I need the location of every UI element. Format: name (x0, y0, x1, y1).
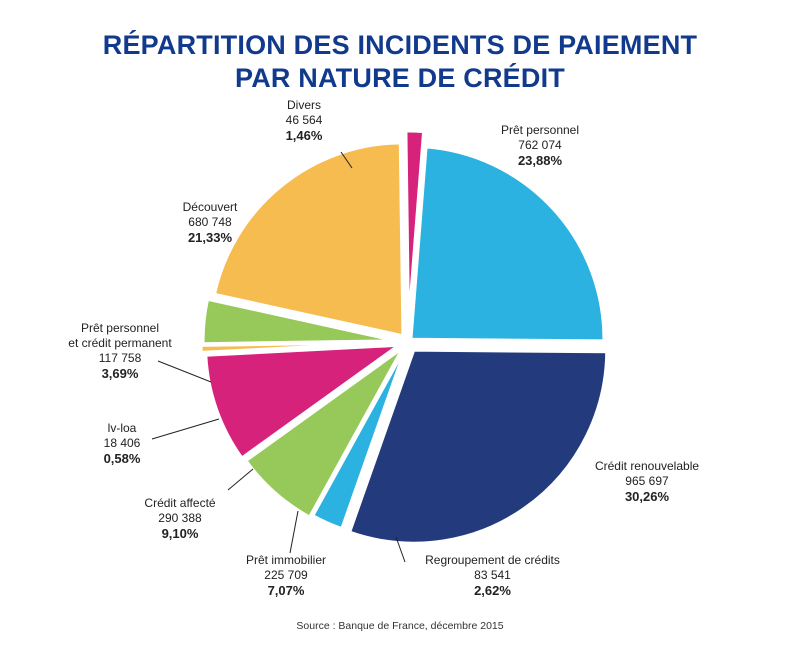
label-name: Regroupement de crédits (425, 553, 560, 567)
label-value: 290 388 (158, 511, 202, 525)
chart-title-line1: RÉPARTITION DES INCIDENTS DE PAIEMENT (102, 30, 698, 60)
pie-slice-decouvert (212, 141, 405, 338)
pie-slice-credit-renouvelable (347, 348, 609, 545)
label-name: Découvert (182, 200, 238, 214)
label-percent: 23,88% (517, 153, 563, 168)
pie-slice-pret-personnel (409, 145, 606, 343)
label-name: Crédit renouvelable (594, 459, 700, 473)
label-credit-renouvelable: Crédit renouvelable 965 697 30,26% (572, 459, 722, 504)
chart-title-line2: PAR NATURE DE CRÉDIT (234, 63, 565, 93)
label-name-line1: Prêt personnel (80, 321, 160, 335)
label-pret-immobilier: Prêt immobilier 225 709 7,07% (226, 553, 346, 598)
label-lv-loa: lv-loa 18 406 0,58% (82, 421, 162, 466)
label-value: 83 541 (474, 568, 511, 582)
label-name: Prêt immobilier (245, 553, 326, 567)
source-note: Source : Banque de France, décembre 2015 (296, 620, 504, 632)
label-value: 46 564 (285, 113, 323, 127)
label-percent: 0,58% (103, 451, 141, 466)
label-regroupement-credits: Regroupement de crédits 83 541 2,62% (410, 553, 575, 598)
leader-line-regroupement-credits (395, 536, 406, 563)
pie-slice-credit-affecte (204, 343, 404, 461)
label-value: 117 758 (98, 351, 142, 365)
label-name: Prêt personnel (500, 123, 580, 137)
leader-line-pret-personnel-credit-permanent (157, 360, 212, 383)
label-percent: 9,10% (161, 526, 199, 541)
leader-line-divers (340, 151, 353, 169)
label-name-line2: et crédit permanent (68, 336, 172, 350)
pie-slice-pret-personnel-credit-permanent (201, 297, 397, 346)
label-name: lv-loa (107, 421, 137, 435)
label-value: 680 748 (188, 215, 232, 229)
leader-line-lv-loa (151, 418, 220, 440)
label-value: 762 074 (518, 138, 562, 152)
label-percent: 1,46% (285, 128, 323, 143)
label-value: 965 697 (625, 474, 669, 488)
label-percent: 7,07% (267, 583, 305, 598)
label-decouvert: Découvert 680 748 21,33% (160, 200, 260, 245)
label-percent: 21,33% (187, 230, 233, 245)
label-credit-affecte: Crédit affecté 290 388 9,10% (125, 496, 235, 541)
pie-slice-divers (404, 129, 426, 325)
label-value: 18 406 (103, 436, 141, 450)
label-pret-personnel-credit-permanent: Prêt personnel et crédit permanent 117 7… (50, 321, 190, 381)
leader-line-credit-affecte (227, 468, 254, 491)
label-percent: 30,26% (624, 489, 670, 504)
label-value: 225 709 (264, 568, 308, 582)
label-divers: Divers 46 564 1,46% (264, 98, 344, 143)
pie-slice-pret-immobilier (243, 346, 405, 520)
pie-slice-regroupement-credits (310, 345, 408, 531)
label-name: Divers (286, 98, 321, 112)
label-percent: 3,69% (101, 366, 139, 381)
leader-line-pret-immobilier (289, 510, 299, 554)
label-pret-personnel: Prêt personnel 762 074 23,88% (470, 123, 610, 168)
label-name: Crédit affecté (144, 496, 216, 510)
pie-slice-lv-loa (199, 340, 395, 354)
label-percent: 2,62% (474, 583, 511, 598)
